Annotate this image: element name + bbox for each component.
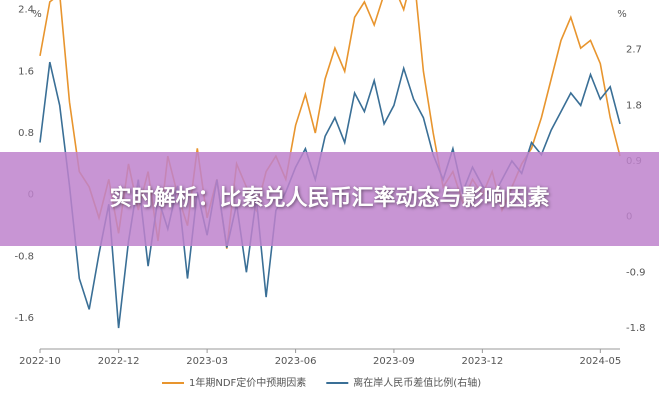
- y-tick-label: 1.6: [18, 66, 34, 77]
- y2-tick-label: 1.8: [626, 100, 642, 111]
- y-tick-label: -1.6: [14, 313, 34, 324]
- x-tick-label: 2023-06: [275, 356, 317, 367]
- y-axis-unit: %: [32, 9, 42, 20]
- x-tick-label: 2022-12: [98, 356, 140, 367]
- x-tick-label: 2023-03: [186, 356, 228, 367]
- legend-label: 离在岸人民币差值比例(右轴): [353, 376, 481, 389]
- y-tick-label: 0.8: [18, 128, 34, 139]
- x-tick-label: 2023-09: [373, 356, 415, 367]
- y2-axis-unit: %: [617, 9, 627, 20]
- x-tick-label: 2023-12: [461, 356, 503, 367]
- title-banner: 实时解析：比索兑人民币汇率动态与影响因素: [0, 152, 659, 246]
- x-tick-label: 2022-10: [19, 356, 61, 367]
- legend-label: 1年期NDF定价中预期因素: [189, 376, 306, 389]
- y2-tick-label: -1.8: [626, 323, 646, 334]
- y-tick-label: 2.4: [18, 5, 34, 16]
- chart-title: 实时解析：比索兑人民币汇率动态与影响因素: [109, 186, 550, 211]
- y2-tick-label: 2.7: [626, 45, 642, 56]
- y-tick-label: -0.8: [14, 251, 34, 262]
- x-tick-label: 2024-05: [579, 356, 621, 367]
- y2-tick-label: -0.9: [626, 267, 646, 278]
